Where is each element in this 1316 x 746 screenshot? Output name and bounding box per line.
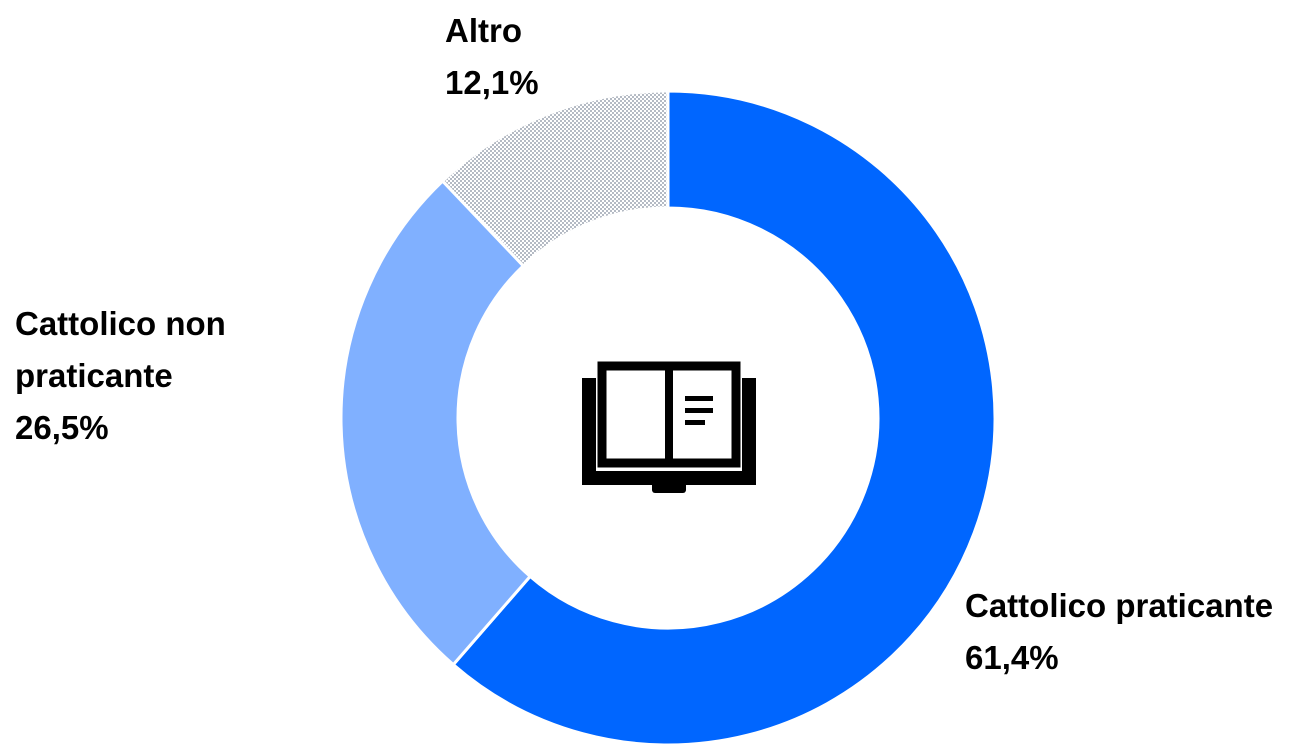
book-icon (582, 361, 756, 493)
slice-label: Cattolico praticante 61,4% (965, 580, 1316, 684)
donut-wedge (451, 89, 997, 746)
category-label: Cattolico praticante (965, 587, 1274, 624)
wedges (339, 89, 997, 746)
slice-label: Altro 12,1% (445, 5, 645, 109)
donut-wedge (339, 178, 533, 667)
value-label: 61,4% (965, 639, 1059, 676)
slice-label: Cattolico non praticante 26,5% (15, 298, 275, 454)
donut-wedge (440, 89, 670, 268)
value-label: 26,5% (15, 409, 109, 446)
category-label: Altro (445, 12, 522, 49)
category-label: Cattolico non praticante (15, 305, 226, 394)
value-label: 12,1% (445, 64, 539, 101)
